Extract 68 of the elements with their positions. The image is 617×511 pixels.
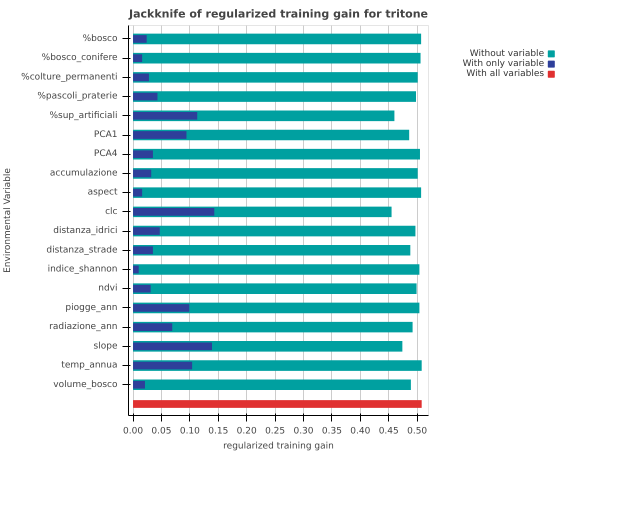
- x-tick-label: 0.50: [407, 426, 428, 436]
- y-tick-label: radiazione_ann: [49, 322, 118, 332]
- x-tick-label: 0.05: [151, 426, 172, 436]
- bar: [133, 266, 139, 274]
- bar: [133, 188, 142, 196]
- y-tick-label: %colture_permanenti: [21, 72, 118, 82]
- bar: [133, 227, 160, 235]
- bar: [133, 246, 153, 254]
- bar: [133, 148, 420, 160]
- y-tick-label: %bosco_conifere: [42, 53, 118, 64]
- bar: [133, 208, 214, 216]
- y-tick-label: accumulazione: [50, 168, 118, 178]
- y-tick-label: indice_shannon: [48, 264, 118, 274]
- chart-title: Jackknife of regularized training gain for tritone: [128, 8, 428, 20]
- bar: [133, 54, 142, 62]
- bar: [133, 34, 422, 44]
- x-tick-label: 0.40: [350, 426, 371, 436]
- bar: [133, 131, 186, 139]
- bar: [133, 264, 420, 275]
- bar: [133, 283, 417, 294]
- y-tick-label: %sup_artificiali: [49, 110, 118, 121]
- y-tick-label: piogge_ann: [65, 302, 118, 313]
- bar: [133, 284, 151, 293]
- y-tick-label: PCA4: [94, 149, 118, 160]
- bar: [133, 168, 418, 179]
- bar: [133, 112, 198, 120]
- bar: [133, 91, 416, 102]
- bar: [133, 72, 418, 83]
- x-tick-label: 0.15: [208, 426, 228, 436]
- bar: [133, 400, 422, 408]
- x-tick-label: 0.25: [265, 426, 286, 436]
- y-tick-label: %pascoli_praterie: [37, 92, 118, 102]
- bar: [133, 187, 422, 198]
- y-tick-label: clc: [105, 206, 118, 217]
- legend-label: With only variable: [462, 59, 545, 70]
- bar: [133, 342, 212, 350]
- legend-label: With all variables: [466, 69, 544, 80]
- bar: [133, 150, 153, 158]
- x-tick-label: 0.10: [180, 426, 200, 436]
- bar: [133, 379, 411, 390]
- x-axis-title: regularized training gain: [223, 442, 334, 452]
- y-tick-label: slope: [94, 341, 118, 352]
- bar: [133, 170, 152, 178]
- bar: [133, 92, 158, 100]
- bar: [133, 52, 421, 64]
- bar: [133, 304, 190, 312]
- y-tick-label: %bosco: [82, 34, 118, 44]
- y-tick-label: aspect: [88, 188, 118, 198]
- x-tick-label: 0.20: [236, 426, 257, 436]
- bar: [133, 380, 145, 389]
- x-tick-label: 0.45: [378, 426, 399, 436]
- x-tick-label: 0.30: [293, 426, 314, 436]
- bar: [133, 226, 416, 236]
- y-tick-label: distanza_strade: [46, 245, 118, 256]
- bar: [133, 362, 192, 370]
- y-tick-label: ndvi: [98, 284, 118, 294]
- bar: [133, 74, 149, 82]
- y-tick-label: volume_bosco: [53, 380, 118, 390]
- y-tick-label: distanza_idrici: [53, 226, 118, 236]
- y-axis-title: Environmental Variable: [3, 168, 14, 273]
- x-tick-label: 0.00: [123, 426, 144, 436]
- legend-label: Without variable: [470, 48, 545, 59]
- y-tick-label: PCA1: [94, 130, 118, 140]
- y-tick-label: temp_annua: [61, 360, 118, 371]
- x-tick-label: 0.35: [322, 426, 342, 436]
- bar: [133, 323, 172, 331]
- bar: [133, 35, 147, 43]
- bar: [133, 244, 410, 256]
